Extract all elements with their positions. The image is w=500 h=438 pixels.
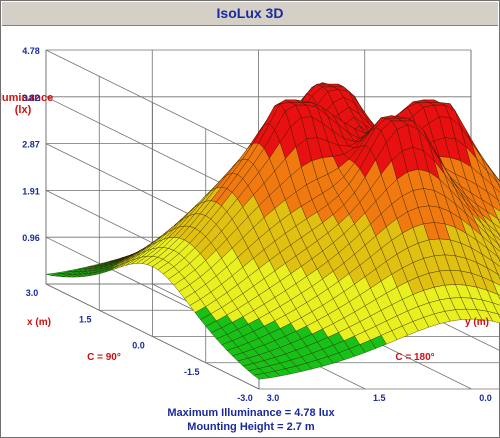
z-tick-label: 2.87 <box>22 140 40 150</box>
isolux-3d-chart: Illuminance (lx) x (m) y (m) C = 90° C =… <box>0 46 500 403</box>
left-wall-level-line <box>45 283 260 390</box>
z-tick-label: 4.78 <box>22 46 40 56</box>
surface-cell <box>487 290 500 306</box>
surface-cell <box>487 164 500 182</box>
plot-area: Illuminance (lx) x (m) y (m) C = 90° C =… <box>0 26 500 406</box>
surface-cell <box>486 191 500 212</box>
surface-cell <box>497 182 500 189</box>
surface-cell <box>487 234 500 252</box>
z-axis-label-line1: Illuminance <box>1 92 53 104</box>
surface-cell <box>487 311 500 324</box>
y-tick-label: 3.0 <box>267 393 280 403</box>
x-axis-label: x (m) <box>27 317 51 328</box>
surface-cell <box>487 248 500 267</box>
c-label-right: C = 180° <box>395 352 434 363</box>
z-tick-label: 1.91 <box>22 186 40 196</box>
y-axis-label: y (m) <box>465 317 489 328</box>
x-tick-label: 0.0 <box>132 341 145 351</box>
surface-cell <box>497 232 500 238</box>
surface-cell <box>487 267 500 286</box>
surface-cell <box>497 199 500 206</box>
x-tick-label: 1.5 <box>79 314 92 324</box>
window-title: IsoLux 3D <box>216 5 284 21</box>
max-illuminance-text: Maximum Illuminance = 4.78 lux <box>167 407 335 419</box>
y-tick-label: 1.5 <box>373 393 386 403</box>
c-label-left: C = 90° <box>87 352 121 363</box>
x-tick-label: -3.0 <box>237 393 253 403</box>
z-tick-label: 3.82 <box>22 93 40 103</box>
mounting-height-text: Mounting Height = 2.7 m <box>187 421 315 433</box>
title-bar: IsoLux 3D <box>2 2 498 26</box>
surface-cell <box>487 223 500 241</box>
x-tick-label: -1.5 <box>184 367 200 377</box>
y-tick-label: 0.0 <box>479 393 492 403</box>
labels-layer: Illuminance (lx) x (m) y (m) C = 90° C =… <box>0 46 492 403</box>
x-tick-label: 3.0 <box>26 288 39 298</box>
left-wall-level-line <box>45 49 260 156</box>
z-tick-label: 0.96 <box>22 233 40 243</box>
surface-cell <box>497 218 500 224</box>
z-axis-label-line2: (lx) <box>15 104 32 116</box>
surface-cell <box>487 170 500 193</box>
surface-cell <box>486 211 500 229</box>
surface-layer <box>45 82 500 380</box>
